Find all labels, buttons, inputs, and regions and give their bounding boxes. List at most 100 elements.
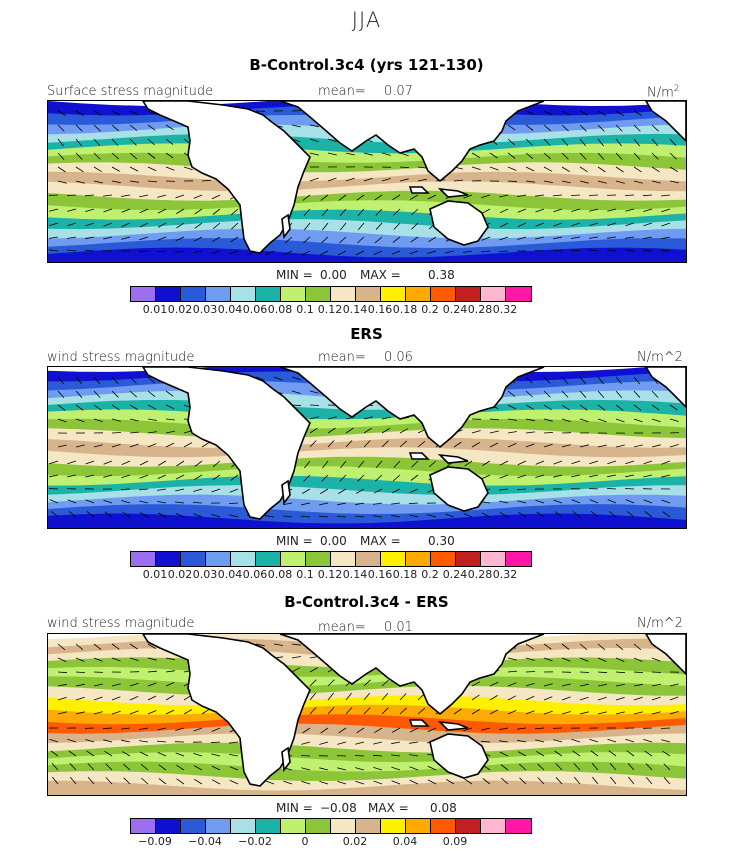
colorbar-swatch	[356, 287, 381, 301]
panel1-map	[47, 100, 687, 263]
colorbar-swatch	[156, 819, 181, 833]
wind-vector	[140, 512, 149, 518]
wind-vector	[561, 683, 571, 687]
wind-vector	[428, 460, 437, 468]
wind-vector	[67, 460, 77, 465]
wind-vector	[525, 404, 534, 410]
wind-vector	[579, 124, 587, 132]
wind-vector	[111, 138, 119, 146]
wind-vector	[194, 208, 203, 215]
wind-vector	[607, 738, 617, 743]
wind-vector	[669, 444, 679, 448]
wind-vector	[338, 194, 347, 201]
wind-vector	[499, 512, 509, 518]
wind-vector	[375, 222, 383, 230]
wind-vector	[157, 752, 167, 757]
colorbar-tick-label: 0.24	[442, 303, 468, 316]
wind-vector	[543, 696, 553, 701]
wind-vector	[669, 138, 677, 146]
wind-vector	[651, 404, 660, 411]
wind-vector	[525, 418, 535, 422]
wind-vector	[499, 727, 509, 731]
panel2-max-label: MAX =	[360, 534, 401, 548]
colorbar-tick-label: 0.12	[317, 303, 343, 316]
wind-vector	[165, 166, 175, 171]
wind-vector	[320, 488, 329, 494]
wind-vector	[193, 488, 203, 492]
wind-vector	[573, 763, 581, 771]
wind-vector	[291, 390, 301, 394]
colorbar-tick-label: 0.32	[492, 568, 518, 581]
colorbar-swatch	[306, 287, 331, 301]
wind-vector	[147, 166, 157, 172]
wind-vector	[627, 776, 635, 785]
wind-vector	[453, 441, 462, 448]
wind-vector	[345, 152, 355, 156]
wind-vector	[571, 474, 581, 478]
wind-vector	[642, 194, 653, 197]
wind-vector	[140, 763, 149, 771]
wind-vector	[607, 460, 617, 465]
wind-vector	[327, 440, 335, 448]
wind-vector	[175, 474, 185, 480]
panel1-colorbar-ticks: 0.01 0.02 0.03 0.04 0.06 0.08 0.1 0.12 0.14 0.16 0…	[130, 303, 530, 317]
wind-vector	[291, 656, 301, 659]
wind-vector	[111, 376, 119, 384]
wind-vector	[93, 404, 102, 411]
wind-vector	[93, 376, 101, 385]
wind-vector	[393, 460, 401, 468]
wind-vector	[354, 755, 365, 757]
wind-vector	[192, 502, 203, 504]
wind-vector	[75, 683, 85, 687]
wind-vector	[651, 138, 659, 147]
colorbar-tick-label: 0.06	[242, 303, 268, 316]
wind-vector	[392, 474, 401, 482]
wind-vector	[644, 750, 653, 757]
wind-vector	[51, 776, 59, 785]
wind-vector	[507, 152, 516, 159]
wind-vector	[327, 692, 334, 701]
wind-vector	[499, 740, 509, 743]
wind-vector	[111, 404, 120, 411]
wind-vector	[411, 208, 419, 216]
wind-vector	[410, 474, 419, 481]
wind-vector	[625, 738, 635, 743]
wind-vector	[229, 250, 239, 255]
wind-vector	[517, 727, 527, 730]
wind-vector	[129, 710, 139, 715]
wind-vector	[669, 152, 677, 160]
wind-vector	[427, 514, 437, 518]
wind-vector	[355, 780, 365, 785]
wind-vector	[228, 502, 239, 504]
wind-vector	[481, 194, 491, 198]
wind-vector	[579, 643, 588, 651]
panel3-mean-value: 0.01	[384, 620, 413, 635]
wind-vector	[103, 236, 113, 240]
wind-vector	[651, 683, 661, 687]
wind-vector	[543, 110, 553, 116]
wind-vector	[590, 750, 599, 757]
wind-vector	[489, 709, 499, 715]
wind-vector	[391, 766, 401, 771]
wind-vector	[291, 667, 301, 673]
coastline	[281, 746, 291, 773]
wind-vector	[363, 692, 371, 701]
wind-vector	[525, 390, 533, 398]
wind-vector	[553, 460, 563, 465]
colorbar-tick-label: 0.04	[217, 568, 243, 581]
colorbar-tick-label: 0.01	[142, 568, 168, 581]
wind-vector	[165, 657, 175, 661]
wind-vector	[157, 194, 167, 198]
wind-vector	[591, 776, 599, 785]
season-title: JJA	[351, 8, 382, 32]
wind-vector	[633, 696, 643, 701]
wind-vector	[651, 444, 661, 448]
wind-vector	[49, 236, 59, 239]
colorbar-tick-label: 0.1	[296, 568, 314, 581]
wind-vector	[158, 222, 167, 228]
field-band	[48, 780, 686, 795]
wind-vector	[229, 754, 239, 757]
wind-vector	[427, 194, 437, 200]
wind-vector	[525, 152, 534, 160]
wind-vector	[661, 194, 671, 197]
